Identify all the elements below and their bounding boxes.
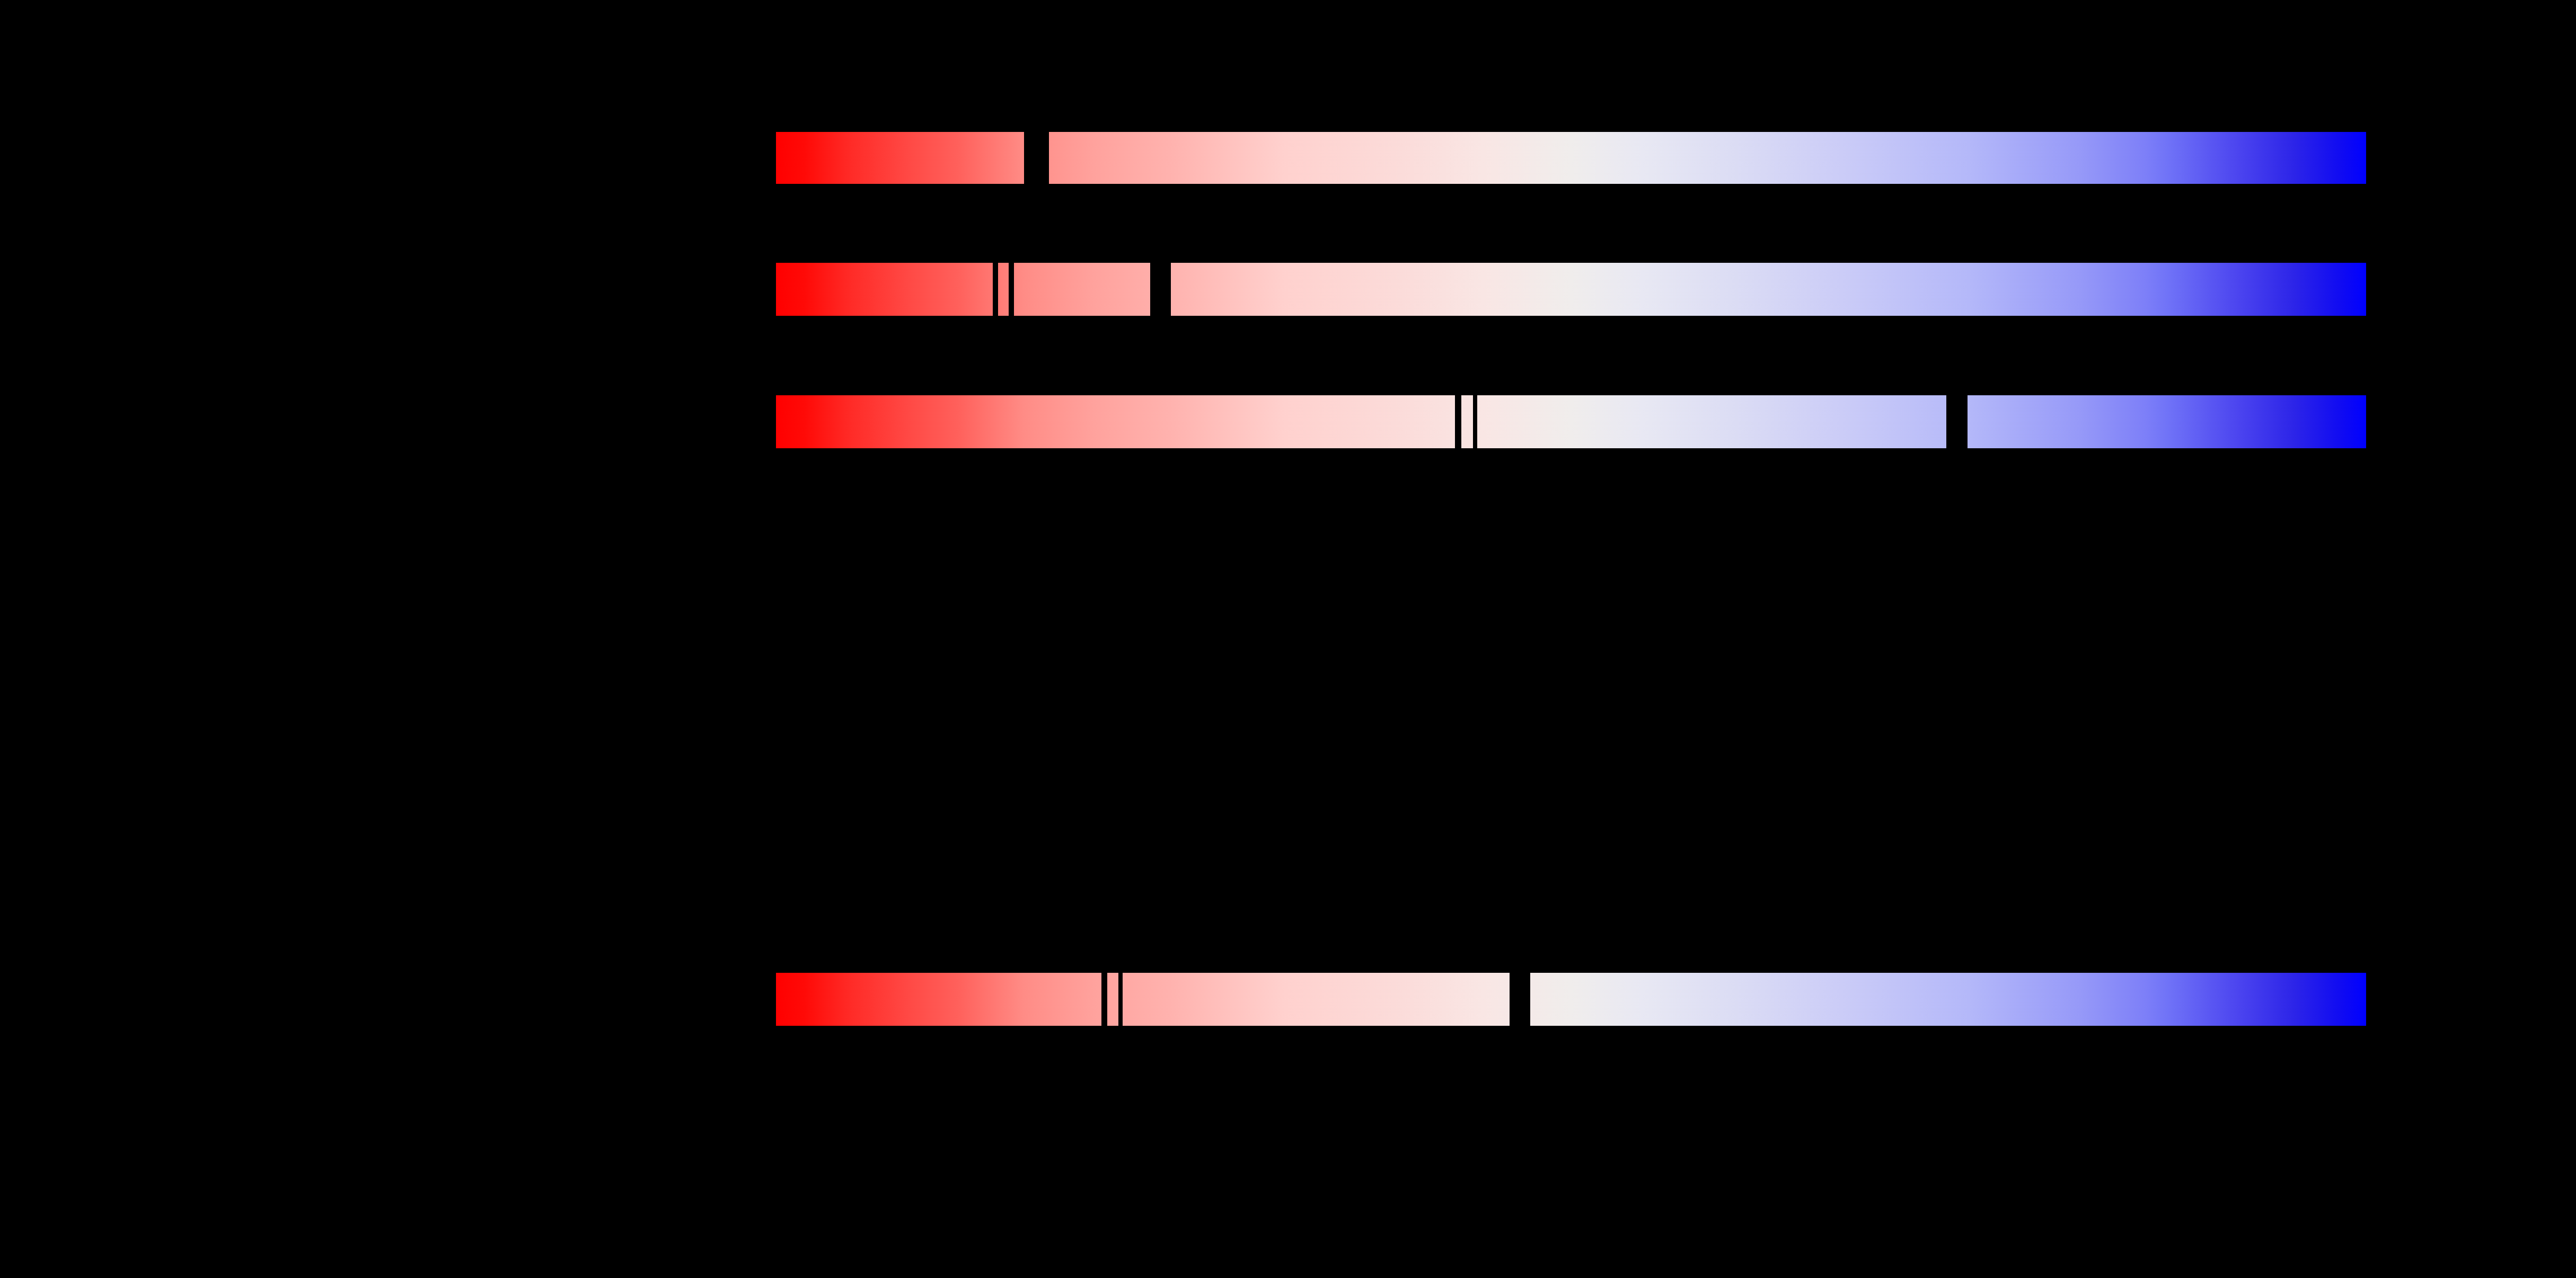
gap-divider bbox=[1150, 263, 1171, 316]
colorbar-row-1 bbox=[776, 132, 2366, 184]
colorbar-row-2 bbox=[776, 263, 2366, 316]
gap-divider bbox=[1946, 395, 1968, 448]
gap-divider bbox=[1473, 395, 1477, 448]
colorbar-row-3 bbox=[776, 395, 2366, 448]
gap-divider bbox=[1009, 263, 1014, 316]
gap-divider bbox=[1101, 973, 1107, 1026]
gap-divider bbox=[1024, 132, 1049, 184]
gap-divider bbox=[1455, 395, 1461, 448]
segmented-colorbar-figure bbox=[0, 0, 2576, 1278]
gap-divider bbox=[1118, 973, 1123, 1026]
gap-divider bbox=[993, 263, 998, 316]
colorbar-row-4 bbox=[776, 973, 2366, 1026]
gap-divider bbox=[1510, 973, 1530, 1026]
